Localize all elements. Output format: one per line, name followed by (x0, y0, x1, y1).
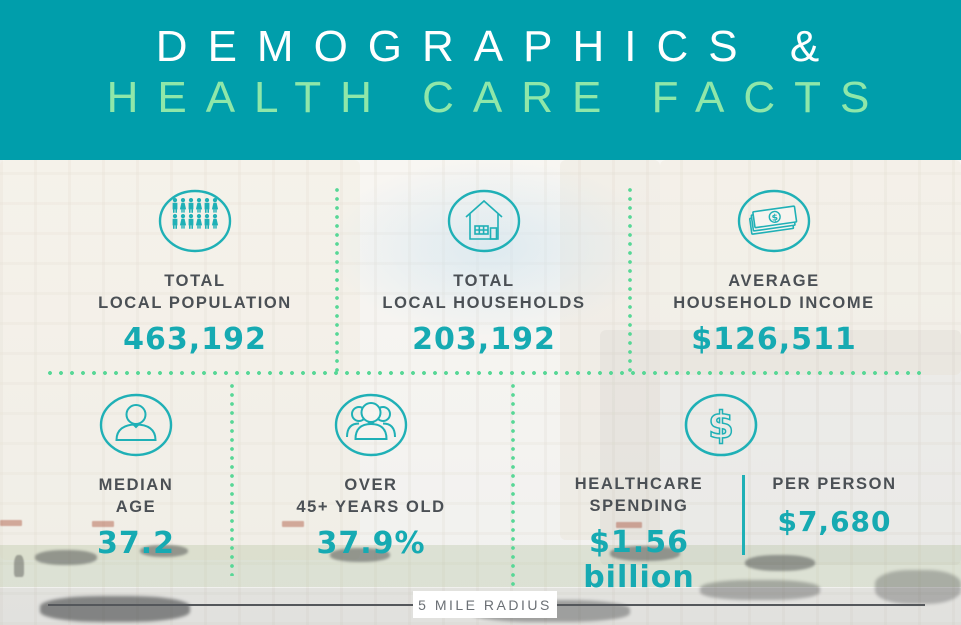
background-car (610, 546, 680, 561)
person-bust-icon (99, 393, 173, 457)
background-car (330, 548, 390, 562)
background-car (700, 580, 820, 600)
divider-dotted-vertical-2 (628, 188, 632, 372)
radius-label-box: 5 MILE RADIUS (413, 591, 557, 618)
background-building-shade (600, 330, 961, 565)
stat-label-median-age: MEDIAN AGE (98, 476, 174, 516)
stat-total-local-households: TOTAL LOCAL HOUSEHOLDS 203,192 (344, 189, 624, 357)
svg-text:$: $ (771, 213, 779, 224)
stat-value-income: $126,511 (691, 322, 857, 357)
background-lawn (0, 545, 961, 587)
radius-label: 5 MILE RADIUS (418, 596, 552, 613)
house-icon (447, 189, 521, 253)
stat-value-over-45: 37.9% (316, 526, 426, 561)
header-banner: DEMOGRAPHICS & HEALTH CARE FACTS (0, 0, 961, 160)
divider-dotted-horizontal (48, 371, 928, 375)
stat-label-over-45: OVER 45+ YEARS OLD (296, 476, 446, 516)
stat-label-per-person: PER PERSON (772, 475, 897, 493)
stat-value-healthcare-spending: $1.56 billion (583, 525, 695, 595)
people-group-icon (158, 189, 232, 253)
background-photo (0, 160, 961, 625)
dollar-sign-icon: $ (684, 393, 758, 457)
background-car (875, 570, 961, 604)
stat-value-median-age: 37.2 (96, 526, 176, 561)
stat-average-household-income: $ AVERAGE HOUSEHOLD INCOME $126,511 (634, 189, 914, 357)
background-awning (616, 522, 642, 528)
stat-healthcare-spending: HEALTHCARE SPENDING $1.56 billion (536, 473, 742, 595)
stat-value-per-person: $7,680 (777, 505, 892, 538)
divider-vertical-teal (742, 475, 745, 555)
background-sky (330, 160, 650, 335)
background-pedestrian (14, 555, 24, 577)
stat-per-person: PER PERSON $7,680 (748, 473, 922, 595)
background-building-right (660, 160, 961, 375)
people-three-icon (334, 393, 408, 457)
background-awning (92, 521, 114, 527)
cash-stack-icon: $ (737, 189, 811, 253)
divider-dotted-vertical-4 (511, 384, 515, 592)
page-title-line-2: HEALTH CARE FACTS (106, 73, 889, 122)
stat-label-income: AVERAGE HOUSEHOLD INCOME (673, 272, 875, 312)
divider-dotted-vertical-3 (230, 384, 234, 576)
stat-label-healthcare-spending: HEALTHCARE SPENDING (574, 475, 704, 515)
stat-median-age: MEDIAN AGE 37.2 (16, 393, 256, 561)
svg-text:$: $ (708, 404, 734, 447)
stat-value-population: 463,192 (123, 322, 267, 357)
background-car (40, 596, 190, 622)
page-title-line-1: DEMOGRAPHICS & (155, 22, 840, 71)
background-awning (282, 521, 304, 527)
background-awning (0, 520, 22, 526)
background-car (35, 550, 97, 565)
background-building-left (0, 160, 360, 560)
stat-label-households: TOTAL LOCAL HOUSEHOLDS (382, 272, 586, 312)
stat-healthcare-group: $ HEALTHCARE SPENDING $1.56 billion PER … (536, 393, 922, 595)
stat-label-population: TOTAL LOCAL POPULATION (98, 272, 292, 312)
divider-dotted-vertical-1 (335, 188, 339, 372)
stat-value-households: 203,192 (412, 322, 556, 357)
background-car (745, 555, 815, 571)
stat-over-45-years-old: OVER 45+ YEARS OLD 37.9% (251, 393, 491, 561)
background-car (140, 545, 188, 557)
stat-total-local-population: TOTAL LOCAL POPULATION 463,192 (55, 189, 335, 357)
